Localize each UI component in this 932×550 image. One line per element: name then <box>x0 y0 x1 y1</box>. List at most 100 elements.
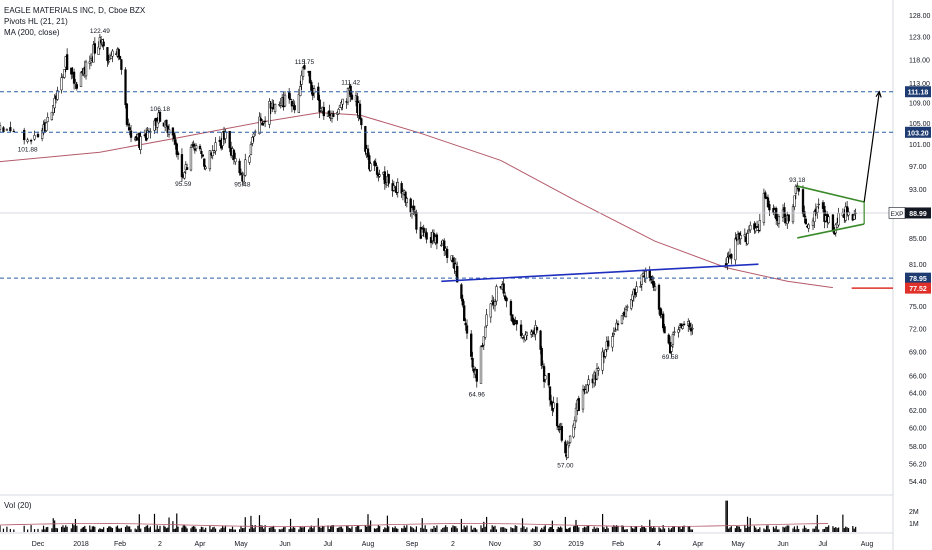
candle-body <box>641 273 645 277</box>
time-tick-label: 2018 <box>73 541 89 548</box>
candle-body <box>595 368 599 380</box>
price-axis[interactable]: 128.00 123.00 118.00 113.00 109.00 105.00 101.… <box>888 13 931 528</box>
candle-body <box>794 185 798 194</box>
candle-body <box>239 172 243 175</box>
candle-body <box>530 331 533 335</box>
candle-body <box>238 160 241 174</box>
time-tick-label: Apr <box>693 541 705 548</box>
legend-ma-indicator[interactable]: MA (200, close) <box>4 28 60 37</box>
level-price-tag-label: 111.18 <box>908 90 929 97</box>
candle-body <box>158 111 162 122</box>
candle-body <box>283 94 287 107</box>
candle-body <box>482 336 485 346</box>
candle-body <box>616 323 620 326</box>
candle-body <box>120 59 123 70</box>
chart-legend: EAGLE MATERIALS INC, D, Cboe BZX Pivots … <box>4 5 145 38</box>
candle-body <box>754 227 757 232</box>
candle-body <box>747 229 751 232</box>
candle-body <box>360 118 363 126</box>
candle-body <box>60 77 63 91</box>
candle-body <box>493 301 497 307</box>
candle-body <box>12 130 15 133</box>
candle-body <box>544 375 547 380</box>
candle-body <box>387 174 390 184</box>
candle-body <box>821 202 825 209</box>
time-tick-label: Nov <box>489 541 502 548</box>
candle-body <box>341 98 344 105</box>
candle-body <box>368 155 371 170</box>
legend-pivots-indicator[interactable]: Pivots HL (21, 21) <box>4 17 68 26</box>
candle-body <box>63 69 66 78</box>
price-tick-label: 54.40 <box>909 479 927 486</box>
price-tick-label: 93.00 <box>909 187 927 194</box>
candle-body <box>308 70 312 84</box>
current-price-tag <box>905 207 931 219</box>
candle-body <box>831 214 835 232</box>
candle-body <box>425 232 428 240</box>
candle-body <box>72 71 76 84</box>
price-tick-label: 60.00 <box>909 426 927 433</box>
candle-body <box>813 211 816 222</box>
candle-body <box>485 314 488 326</box>
candle-body <box>470 333 473 357</box>
volume-pane-label[interactable]: Vol (20) <box>4 501 32 510</box>
time-axis[interactable]: Dec 2018 Feb 2 Apr May Jun Jul Aug Sep 2 Nov 30 2019 F… <box>32 541 874 548</box>
candle-body <box>677 329 680 333</box>
candle-body <box>273 103 277 113</box>
candle-body <box>524 334 527 341</box>
legend-title[interactable]: EAGLE MATERIALS INC, D, Cboe BZX <box>4 6 146 15</box>
level-price-tag <box>905 126 931 138</box>
candle-body <box>793 195 796 208</box>
candle-body <box>93 43 96 54</box>
candle-body <box>509 301 513 316</box>
price-tick-label: 75.00 <box>909 304 927 311</box>
candle-body <box>601 351 604 371</box>
candle-body <box>180 154 184 178</box>
price-tick-label: 66.00 <box>909 374 927 381</box>
red-level-tag <box>905 282 931 294</box>
candle-body <box>515 320 518 325</box>
price-tick-label: 109.00 <box>909 101 931 108</box>
price-tick-label: 101.00 <box>909 142 931 149</box>
candle-body <box>299 86 302 96</box>
time-tick-label: Jul <box>819 541 828 548</box>
candle-body <box>75 84 78 89</box>
candle-body <box>558 428 561 431</box>
candle-body <box>764 192 767 199</box>
candle-body <box>242 174 245 183</box>
price-tick-label: 56.20 <box>909 461 927 468</box>
candle-body <box>539 330 542 350</box>
candle-body <box>783 207 786 218</box>
time-tick-label: 30 <box>533 541 541 548</box>
volume-ma-line <box>0 523 829 527</box>
candle-body <box>259 118 263 121</box>
price-tick-label: 72.00 <box>909 326 927 333</box>
candle-body <box>383 171 386 184</box>
candle-body <box>404 191 407 203</box>
time-tick-label: Sep <box>406 541 419 548</box>
candle-body <box>681 325 684 329</box>
drawings-layer <box>0 90 893 289</box>
candle-body <box>224 131 227 139</box>
candle-body <box>680 323 683 327</box>
candle-body <box>542 366 546 382</box>
candle-body <box>102 41 105 47</box>
candle-body <box>45 122 48 131</box>
candle-body <box>630 299 633 309</box>
candle-body <box>201 154 204 157</box>
symbol-tag-label: EXP <box>890 211 903 218</box>
candle-body <box>817 203 820 206</box>
price-tick-label: 118.00 <box>909 57 930 64</box>
time-tick-label: 4 <box>657 541 661 548</box>
level-price-tag <box>905 272 931 284</box>
candle-body <box>340 102 343 108</box>
candle-body <box>547 373 550 386</box>
candle-body <box>358 103 362 120</box>
candle-body <box>189 147 193 171</box>
pivot-label: 95.48 <box>234 182 251 189</box>
candle-body <box>175 143 178 155</box>
pivot-labels-layer: 101.88 122.49 106.18 95.59 95.48 115.75 111.42… <box>18 28 806 470</box>
candle-body <box>604 349 607 357</box>
pivot-label: 93.18 <box>789 177 806 184</box>
